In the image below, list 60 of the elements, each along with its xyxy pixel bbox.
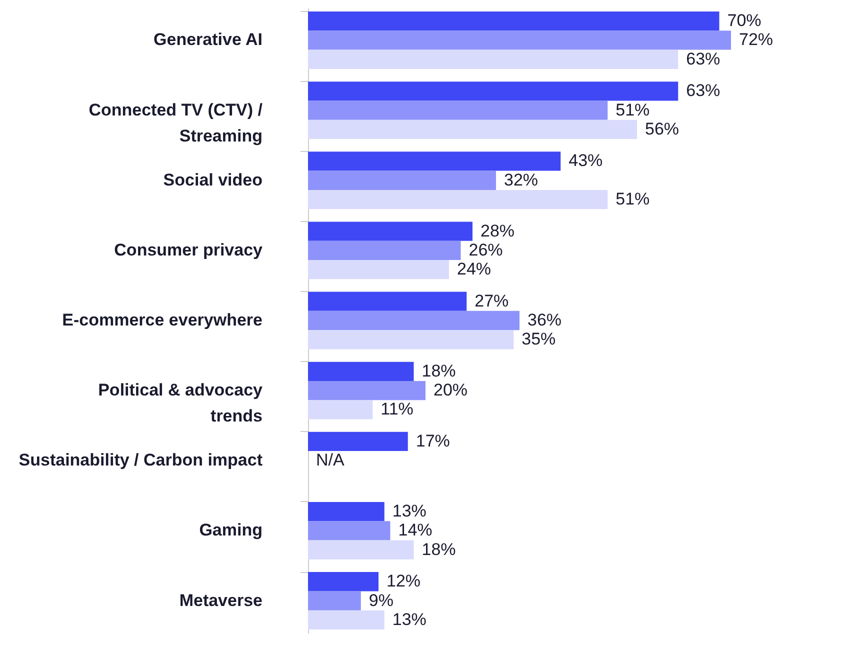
data-label: 43% (568, 151, 603, 170)
bar (308, 120, 637, 140)
bar (308, 610, 384, 630)
bar (308, 292, 467, 311)
data-label: 72% (739, 30, 774, 50)
data-label: 63% (686, 49, 720, 68)
data-label: 18% (422, 361, 456, 380)
data-label: 18% (422, 540, 456, 559)
bar (308, 50, 678, 69)
data-label: 63% (686, 81, 720, 100)
y-tick-label: Consumer privacy (114, 240, 264, 260)
bar (308, 30, 731, 50)
bar (308, 521, 390, 540)
y-tick-label: Connected TV (CTV) / Streaming (88, 100, 263, 146)
data-label: 27% (474, 291, 509, 310)
data-label: 70% (727, 11, 762, 30)
data-label: 24% (457, 260, 492, 279)
y-tick-label: Sustainability / Carbon impact (18, 450, 263, 470)
data-label: 11% (380, 400, 414, 419)
data-label: 13% (392, 502, 426, 521)
y-tick-label: Social video (163, 170, 262, 190)
data-label: 51% (616, 100, 650, 120)
bar (308, 260, 449, 280)
data-label: 20% (434, 380, 468, 400)
y-tick-label: Generative AI (154, 30, 262, 50)
data-label: 13% (392, 610, 426, 629)
bar (308, 432, 408, 452)
bar (308, 330, 514, 350)
bar (308, 222, 472, 241)
data-label: 32% (504, 170, 538, 190)
y-tick-label: Gaming (199, 520, 262, 540)
data-label: 9% (368, 590, 394, 610)
bar (308, 572, 378, 592)
bar (308, 12, 720, 31)
bar (308, 400, 373, 420)
bar (308, 540, 414, 560)
data-label: 26% (468, 240, 503, 260)
bar (308, 362, 414, 381)
y-tick-label: Political & advocacy trends (98, 380, 264, 426)
data-label: 36% (528, 310, 562, 330)
bar (308, 100, 608, 120)
bar (308, 190, 608, 210)
y-tick-label: E-commerce everywhere (62, 310, 262, 330)
bar (308, 152, 561, 171)
data-label: 28% (480, 221, 515, 240)
data-label: 17% (416, 431, 450, 450)
data-label: 12% (386, 572, 421, 591)
bar (308, 82, 678, 101)
bar (308, 170, 496, 190)
bar (308, 310, 520, 330)
data-label: 56% (645, 119, 680, 138)
bar (308, 380, 426, 400)
data-label: 35% (522, 330, 556, 349)
y-tick-label: Metaverse (179, 590, 262, 610)
bar (308, 591, 361, 610)
bar (308, 240, 461, 260)
data-label: 51% (616, 190, 650, 209)
bar (308, 502, 384, 522)
data-label: 14% (398, 520, 432, 540)
text: N/A (316, 450, 344, 470)
